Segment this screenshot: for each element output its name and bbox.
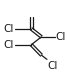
Text: Cl: Cl (4, 24, 14, 34)
Text: Cl: Cl (48, 61, 58, 71)
Text: Cl: Cl (55, 32, 66, 42)
Text: Cl: Cl (4, 40, 14, 50)
